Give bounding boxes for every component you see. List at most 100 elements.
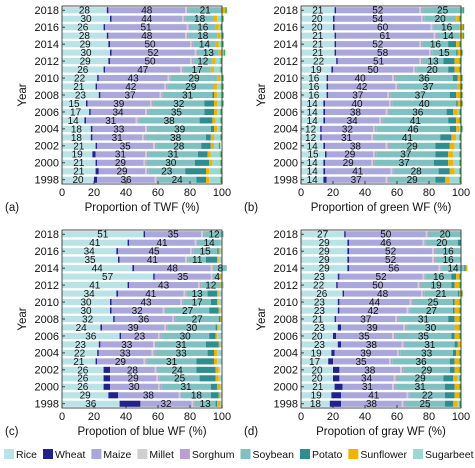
bar-segment [193,41,216,48]
bar-segment [180,299,182,306]
bar-segment [329,400,341,407]
data-label: 30 [80,306,92,317]
bar-segment [186,7,189,14]
data-label: 29 [407,175,419,186]
data-label: 18 [71,124,83,135]
bar-segment [389,142,436,149]
bar-segment [202,231,205,238]
x-tick-label: 0 [298,187,304,199]
bar-segment [87,100,150,107]
bar-segment [387,176,389,183]
bar-segment [214,349,218,356]
data-label: 52 [375,272,387,283]
bar-segment [218,392,221,399]
data-label: 50 [372,281,384,292]
bar-segment [146,358,197,365]
bar-segment [400,349,453,356]
bar-segment [459,332,461,339]
chart-panel: 18 38 25 19 41 22 21 31 31 20 34 29 20 38 29 17 35 36 19 39… [244,229,470,438]
data-label: 44 [141,14,153,25]
bar-segment [111,15,182,22]
y-tick-label: 2012 [35,56,59,68]
data-label: 12 [208,230,220,241]
bar-segment [459,366,461,373]
bar-segment [408,307,410,314]
data-label: 17 [192,297,204,308]
bar-segment [220,383,222,390]
x-tick-label: 40 [120,187,132,199]
bar-segment [432,248,434,255]
bar-segment [218,366,221,373]
bar-segment [220,168,222,175]
bar-segment [429,231,461,238]
bar-segment [459,176,461,183]
y-tick-label: 2010 [274,297,298,309]
data-label: 37 [423,82,435,93]
bar-segment [301,392,332,399]
bar-segment [188,24,190,31]
bar-segment [62,32,107,39]
bar-segment [95,168,99,175]
bar-segment [347,239,349,246]
bar-segment [97,75,99,82]
bar-segment [198,49,219,56]
bar-segment [449,91,457,99]
bar-segment [321,125,373,132]
data-label: 32 [160,399,172,410]
y-tick-label: 2010 [35,73,59,85]
bar-segment [212,159,221,166]
data-label: 14 [443,31,455,42]
panel-label: (b) [244,202,258,214]
bar-segment [389,176,436,183]
data-label: 46 [407,124,419,135]
data-label: 39 [360,348,372,359]
data-label: 43 [158,281,170,292]
bar-segment [459,58,461,65]
bar-segment [374,151,377,158]
bar-segment [185,15,214,22]
bar-segment [421,282,452,289]
data-label: 57 [102,272,114,283]
bar-segment [196,366,216,373]
data-label: 46 [380,238,392,249]
data-label: 26 [316,289,328,300]
legend-swatch [43,449,54,459]
data-label: 21 [312,31,324,42]
y-tick-label: 2008 [274,90,298,102]
data-label: 30 [186,323,198,334]
data-label: 48 [141,31,153,42]
y-tick-label: 2018 [35,5,59,17]
y-tick-label: 2004 [35,348,59,360]
bar-segment [449,125,457,132]
data-label: 26 [77,23,89,34]
bar-segment [98,91,101,99]
bar-segment [62,176,94,183]
bar-segment [453,159,460,166]
bar-segment [325,100,389,107]
bar-segment [424,15,457,22]
data-label: 34 [84,247,96,258]
bar-segment [116,290,118,297]
data-label: 29 [80,391,92,402]
bar-segment [342,383,393,390]
data-label: 41 [368,391,380,402]
bar-segment [449,142,455,149]
bar-segment [220,307,222,314]
bar-segment [210,151,221,158]
y-tick-label: 1998 [35,399,59,411]
bar-segment [103,366,110,373]
bar-segment [385,176,388,183]
bar-segment [445,400,453,407]
bar-segment [333,66,413,73]
y-tick-label: 2002 [274,365,298,377]
data-label: 31 [105,116,117,127]
data-label: 21 [73,158,85,169]
x-axis-label: Propotion of blue WF (%) [77,426,206,438]
bar-segment [398,83,458,90]
bar-segment [218,49,222,56]
data-label: 39 [128,323,140,334]
data-label: 31 [362,382,374,393]
bar-segment [95,358,98,365]
legend-swatch [348,449,359,459]
bar-segment [451,282,455,289]
